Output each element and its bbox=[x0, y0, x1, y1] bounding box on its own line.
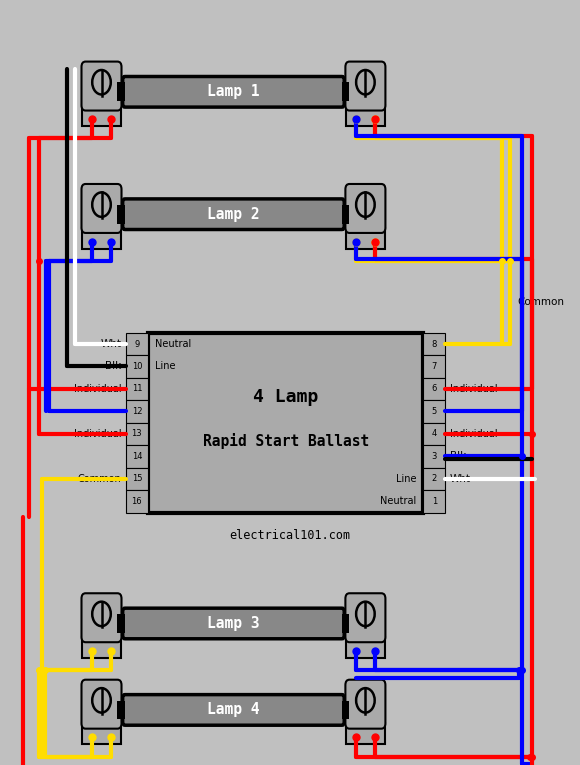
Text: 5: 5 bbox=[432, 407, 437, 416]
Text: 1: 1 bbox=[432, 496, 437, 506]
FancyBboxPatch shape bbox=[346, 184, 385, 233]
Text: Lamp 3: Lamp 3 bbox=[207, 616, 260, 631]
Bar bbox=[117, 205, 125, 223]
Bar bbox=[126, 445, 148, 467]
Bar bbox=[126, 490, 148, 513]
Text: 10: 10 bbox=[132, 362, 142, 371]
FancyBboxPatch shape bbox=[123, 199, 345, 230]
Bar bbox=[342, 205, 349, 223]
Bar bbox=[117, 614, 125, 633]
Text: Wht: Wht bbox=[450, 474, 471, 483]
Bar bbox=[346, 228, 385, 249]
Bar bbox=[346, 636, 385, 658]
Bar bbox=[126, 355, 148, 378]
FancyBboxPatch shape bbox=[81, 680, 122, 728]
Text: 6: 6 bbox=[432, 385, 437, 393]
FancyBboxPatch shape bbox=[123, 608, 345, 639]
Text: 2: 2 bbox=[432, 474, 437, 483]
Bar bbox=[117, 701, 125, 719]
Bar bbox=[82, 228, 121, 249]
Text: 4 Lamp: 4 Lamp bbox=[253, 389, 318, 406]
Text: Common: Common bbox=[78, 474, 121, 483]
Bar bbox=[342, 701, 349, 719]
FancyBboxPatch shape bbox=[81, 62, 122, 111]
Text: Lamp 4: Lamp 4 bbox=[207, 702, 260, 718]
Bar bbox=[423, 490, 445, 513]
Bar bbox=[423, 355, 445, 378]
Bar bbox=[342, 614, 349, 633]
Bar bbox=[342, 83, 349, 101]
Bar bbox=[82, 636, 121, 658]
FancyBboxPatch shape bbox=[81, 594, 122, 643]
Text: Wht: Wht bbox=[100, 339, 121, 349]
Text: Line: Line bbox=[155, 362, 175, 372]
Bar bbox=[346, 724, 385, 744]
Bar bbox=[346, 106, 385, 126]
Bar bbox=[82, 724, 121, 744]
Text: Individual: Individual bbox=[74, 429, 121, 439]
Bar bbox=[423, 333, 445, 355]
FancyBboxPatch shape bbox=[346, 594, 385, 643]
Text: Neutral: Neutral bbox=[380, 496, 416, 506]
Text: Neutral: Neutral bbox=[155, 339, 191, 349]
Text: electrical101.com: electrical101.com bbox=[230, 529, 350, 542]
Text: 13: 13 bbox=[132, 429, 142, 438]
Text: Common: Common bbox=[517, 298, 564, 308]
Text: 14: 14 bbox=[132, 452, 142, 461]
Text: 12: 12 bbox=[132, 407, 142, 416]
Text: Blk: Blk bbox=[450, 451, 466, 461]
Text: 16: 16 bbox=[132, 496, 142, 506]
Bar bbox=[423, 422, 445, 445]
FancyBboxPatch shape bbox=[123, 76, 345, 107]
Bar bbox=[423, 467, 445, 490]
Bar bbox=[126, 378, 148, 400]
Text: 7: 7 bbox=[432, 362, 437, 371]
FancyBboxPatch shape bbox=[123, 695, 345, 725]
Bar bbox=[423, 445, 445, 467]
Text: Lamp 1: Lamp 1 bbox=[207, 84, 260, 99]
Bar bbox=[126, 333, 148, 355]
FancyBboxPatch shape bbox=[346, 62, 385, 111]
Bar bbox=[126, 467, 148, 490]
Bar bbox=[423, 378, 445, 400]
Text: Rapid Start Ballast: Rapid Start Ballast bbox=[202, 433, 369, 448]
Text: Individual: Individual bbox=[450, 429, 498, 439]
Bar bbox=[82, 106, 121, 126]
Text: Line: Line bbox=[396, 474, 416, 483]
Text: Individual: Individual bbox=[450, 384, 498, 394]
FancyBboxPatch shape bbox=[346, 680, 385, 728]
Text: 15: 15 bbox=[132, 474, 142, 483]
Text: 9: 9 bbox=[134, 340, 140, 349]
Bar bbox=[117, 83, 125, 101]
Text: Blk: Blk bbox=[105, 362, 121, 372]
Bar bbox=[148, 333, 423, 513]
Bar bbox=[423, 400, 445, 422]
Text: 3: 3 bbox=[432, 452, 437, 461]
Text: Lamp 2: Lamp 2 bbox=[207, 207, 260, 222]
Text: 8: 8 bbox=[432, 340, 437, 349]
Text: 11: 11 bbox=[132, 385, 142, 393]
Bar bbox=[126, 400, 148, 422]
Text: 4: 4 bbox=[432, 429, 437, 438]
Text: Individual: Individual bbox=[74, 384, 121, 394]
Bar bbox=[126, 422, 148, 445]
FancyBboxPatch shape bbox=[81, 184, 122, 233]
